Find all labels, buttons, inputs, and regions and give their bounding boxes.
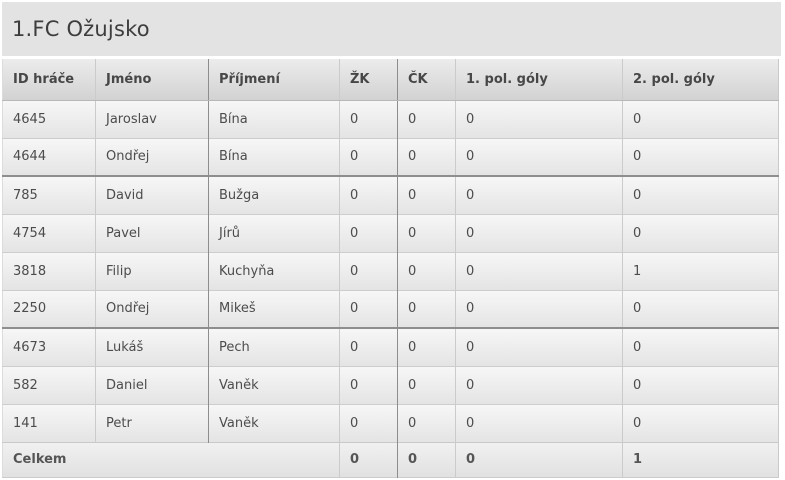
cell-lastname: Bína <box>208 100 340 138</box>
cell-yellow: 0 <box>339 137 398 176</box>
cell-yellow: 0 <box>339 365 398 404</box>
cell-lastname: Vaněk <box>208 365 340 404</box>
cell-firstname: Ondřej <box>95 137 209 176</box>
cell-firstname: Ondřej <box>95 289 209 328</box>
cell-lastname: Pech <box>208 327 340 366</box>
cell-yellow: 0 <box>339 403 398 442</box>
cell-red: 0 <box>397 289 456 328</box>
cell-id: 4645 <box>13 111 47 127</box>
cell-goals1: 0 <box>455 403 623 442</box>
cell-red: 0 <box>397 327 456 366</box>
cell-lastname: Jírů <box>208 213 340 252</box>
table-row: 4645 Jaroslav Bína 0 0 0 0 <box>2 100 779 138</box>
column-header-yellow: ŽK <box>339 59 398 101</box>
cell-goals1: 0 <box>455 251 623 290</box>
total-red: 0 <box>397 441 456 477</box>
cell-red: 0 <box>397 251 456 290</box>
cell-id: 4673 <box>2 327 96 366</box>
cell-id: 582 <box>2 365 96 404</box>
cell-firstname: Petr <box>95 403 209 442</box>
cell-id: 4644 <box>2 137 96 176</box>
cell-red: 0 <box>397 403 456 442</box>
cell-firstname: Daniel <box>95 365 209 404</box>
cell-red: 0 <box>397 137 456 176</box>
cell-goals1: 0 <box>455 175 623 214</box>
cell-id: 141 <box>2 403 96 442</box>
column-header-id: ID hráče <box>2 59 96 101</box>
cell-lastname: Bína <box>208 137 340 176</box>
cell-red: 0 <box>397 175 456 214</box>
column-header-red: ČK <box>397 59 456 101</box>
cell-goals2: 0 <box>622 137 779 176</box>
column-header-goals2: 2. pol. góly <box>622 59 779 101</box>
cell-firstname: David <box>95 175 209 214</box>
cell-goals2: 0 <box>622 289 779 328</box>
cell-red: 0 <box>397 213 456 252</box>
header-row: ID hráče Jméno Příjmení ŽK ČK 1. pol. góly 2. … <box>2 59 779 101</box>
cell-firstname: Pavel <box>95 213 209 252</box>
cell-yellow: 0 <box>339 100 398 138</box>
cell-id: 2250 <box>2 289 96 328</box>
player-stats-table: ID hráče Jméno Příjmení ŽK ČK 1. pol. góly 2. … <box>2 59 779 478</box>
team-header: 1.FC Ožujsko <box>2 2 781 56</box>
cell-goals2: 0 <box>622 100 779 138</box>
cell-red: 0 <box>397 365 456 404</box>
column-header-firstname: Jméno <box>95 59 209 101</box>
column-header-goals1: 1. pol. góly <box>455 59 623 101</box>
cell-yellow: 0 <box>339 289 398 328</box>
cell-firstname: Lukáš <box>95 327 209 366</box>
cell-goals1: 0 <box>455 137 623 176</box>
cell-goals2: 0 <box>622 365 779 404</box>
cell-goals1: 0 <box>455 100 623 138</box>
cell-red: 0 <box>397 100 456 138</box>
cell-goals2: 1 <box>622 251 779 290</box>
cell-yellow: 0 <box>339 213 398 252</box>
cell-yellow: 0 <box>339 251 398 290</box>
cell-id: 785 <box>2 175 96 214</box>
cell-goals2: 0 <box>622 213 779 252</box>
table-row: 4673 Lukáš Pech 0 0 0 0 <box>2 327 779 366</box>
table-row: 3818 Filip Kuchyňa 0 0 0 1 <box>2 251 779 290</box>
table-row: 4644 Ondřej Bína 0 0 0 0 <box>2 137 779 176</box>
table-body: 4645 Jaroslav Bína 0 0 0 0 4644 Ondřej Bína 0 0 0 0 78… <box>2 100 779 442</box>
cell-goals1: 0 <box>455 365 623 404</box>
table-row: 4754 Pavel Jírů 0 0 0 0 <box>2 213 779 252</box>
cell-id: 3818 <box>2 251 96 290</box>
totals-label: Celkem <box>2 441 340 477</box>
total-goals2: 1 <box>622 441 779 477</box>
cell-firstname: Jaroslav <box>95 100 209 138</box>
cell-lastname: Mikeš <box>208 289 340 328</box>
table-row: 582 Daniel Vaněk 0 0 0 0 <box>2 365 779 404</box>
table-row: 785 David Bužga 0 0 0 0 <box>2 175 779 214</box>
table-head: ID hráče Jméno Příjmení ŽK ČK 1. pol. góly 2. … <box>2 59 779 101</box>
cell-lastname: Kuchyňa <box>208 251 340 290</box>
column-header-lastname: Příjmení <box>208 59 340 101</box>
total-yellow: 0 <box>339 441 398 477</box>
cell-goals1: 0 <box>455 213 623 252</box>
page-title: 1.FC Ožujsko <box>12 17 150 41</box>
cell-lastname: Bužga <box>208 175 340 214</box>
cell-id: 4754 <box>2 213 96 252</box>
table-row: 141 Petr Vaněk 0 0 0 0 <box>2 403 779 442</box>
cell-firstname: Filip <box>95 251 209 290</box>
cell-lastname: Vaněk <box>208 403 340 442</box>
cell-goals1: 0 <box>455 327 623 366</box>
table-row: 2250 Ondřej Mikeš 0 0 0 0 <box>2 289 779 328</box>
cell-goals2: 0 <box>622 175 779 214</box>
cell-yellow: 0 <box>339 175 398 214</box>
cell-goals1: 0 <box>455 289 623 328</box>
total-goals1: 0 <box>455 441 623 477</box>
cell-goals2: 0 <box>622 403 779 442</box>
cell-goals2: 0 <box>622 327 779 366</box>
cell-yellow: 0 <box>339 327 398 366</box>
